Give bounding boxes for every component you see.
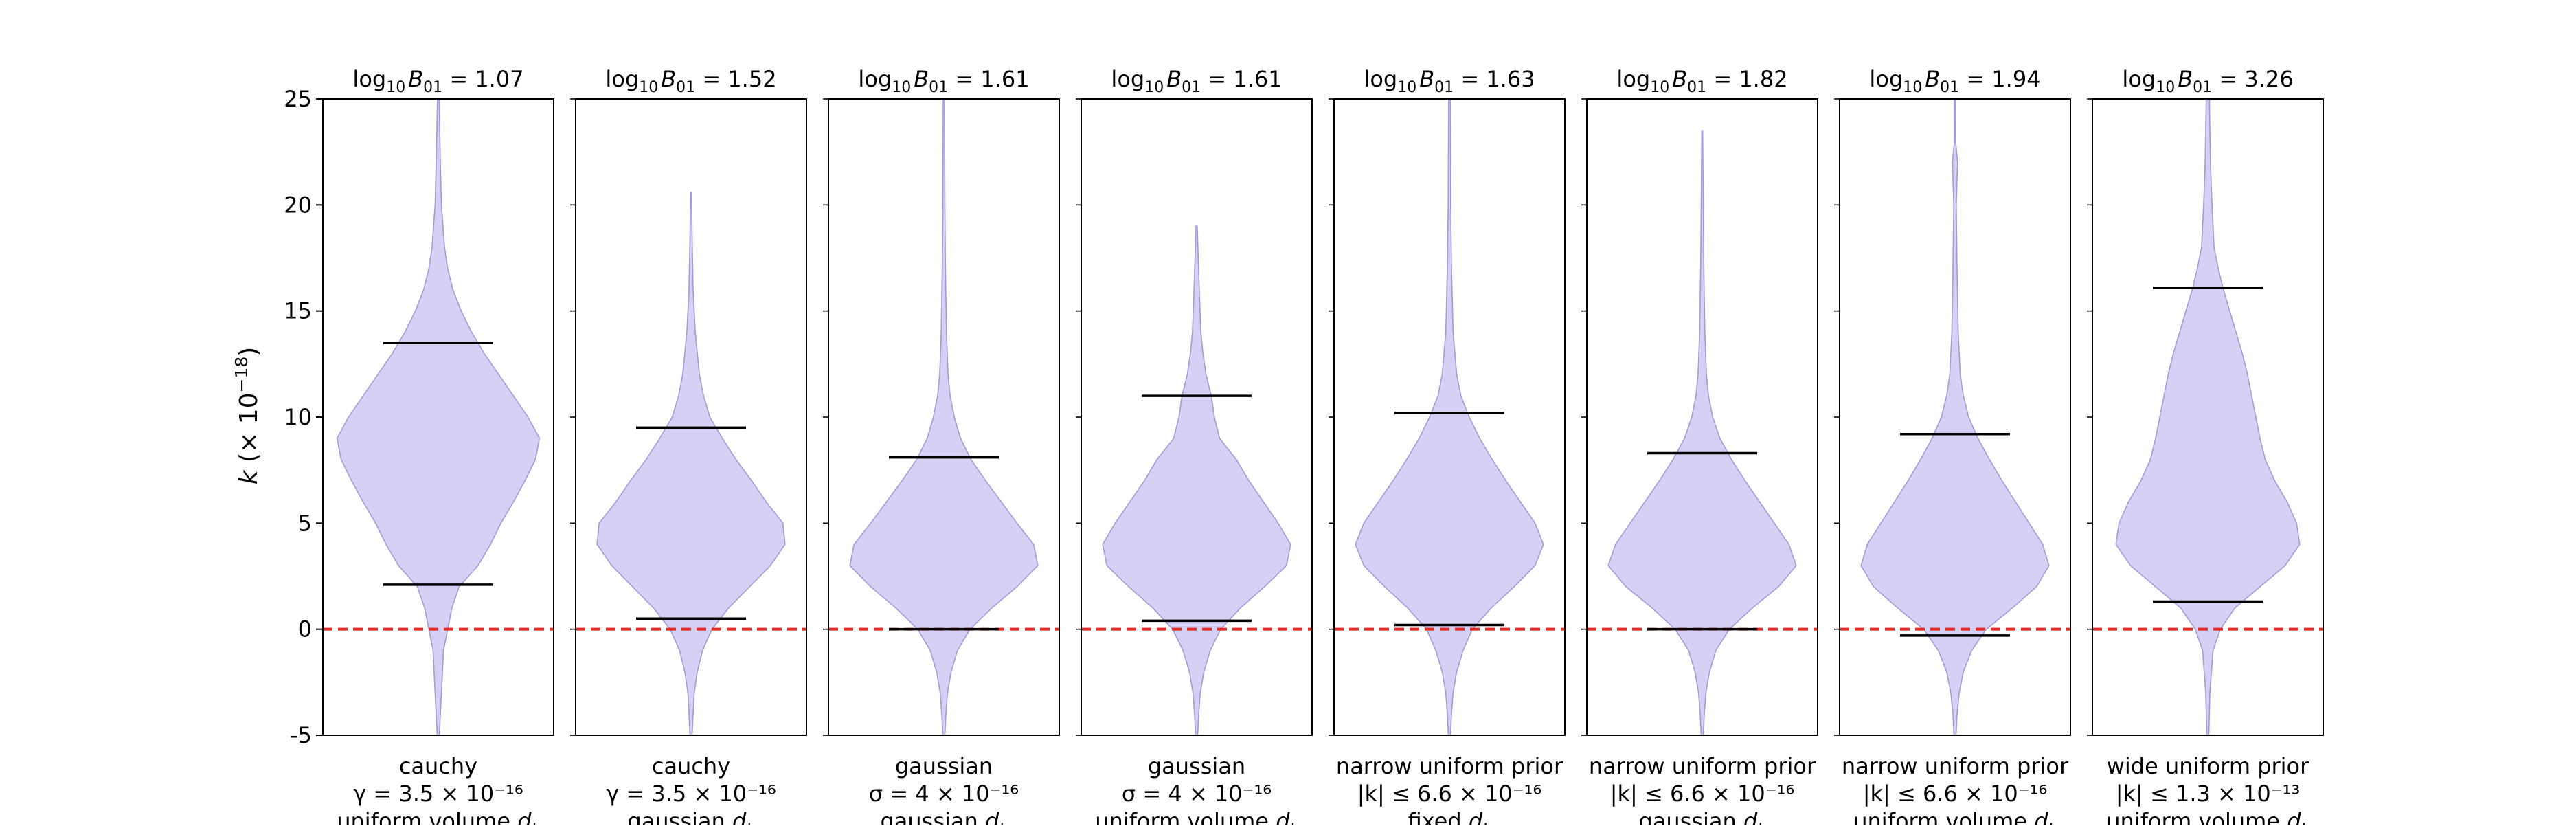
panel-frame <box>1839 98 2071 736</box>
panel-title: log10 B01 = 1.94 <box>1869 66 2040 96</box>
violin-body <box>849 98 1039 736</box>
panel-xlabel-line: σ = 4 × 10⁻¹⁶ <box>1122 781 1272 807</box>
panel-xlabel-line: γ = 3.5 × 10⁻¹⁶ <box>353 781 523 807</box>
panel-title: log10 B01 = 1.61 <box>858 66 1029 96</box>
panel-xlabel-line: |k| ≤ 1.3 × 10⁻¹³ <box>2116 781 2301 807</box>
panel-xlabel-line: γ = 3.5 × 10⁻¹⁶ <box>606 781 776 807</box>
y-tick-label: 0 <box>298 616 312 642</box>
panel-frame <box>1081 98 1313 736</box>
panel-xlabel-line: uniform volume dL <box>1853 808 2057 825</box>
y-tick-label: 20 <box>284 192 312 218</box>
panel-xlabel-line: wide uniform prior <box>2107 753 2309 779</box>
panel-xlabel-line: fixed dL <box>1408 808 1491 825</box>
y-tick-label: 10 <box>284 404 312 430</box>
violin-body <box>1355 98 1544 736</box>
panel-xlabel-line: uniform volume dL <box>337 808 540 825</box>
panel-xlabel-line: uniform volume dL <box>2106 808 2309 825</box>
panel-title: log10 B01 = 1.52 <box>605 66 776 96</box>
panel-xlabel-line: gaussian dL <box>627 808 754 825</box>
panel-xlabel-line: |k| ≤ 6.6 × 10⁻¹⁶ <box>1610 781 1795 807</box>
panel-xlabel-line: |k| ≤ 6.6 × 10⁻¹⁶ <box>1863 781 2048 807</box>
panel-xlabel-line: narrow uniform prior <box>1336 753 1563 779</box>
y-tick-label: 15 <box>284 298 312 324</box>
panel-frame <box>575 98 807 736</box>
panel-xlabel-line: cauchy <box>399 753 477 779</box>
violin-body <box>596 192 786 736</box>
panel-xlabel-line: gaussian <box>1148 753 1245 779</box>
panel-xlabel-line: cauchy <box>652 753 730 779</box>
panel-xlabel-line: gaussian <box>895 753 993 779</box>
panel-title: log10 B01 = 1.82 <box>1616 66 1787 96</box>
panel-frame <box>1333 98 1566 736</box>
violin-body <box>1607 130 1797 736</box>
panel-frame <box>1586 98 1818 736</box>
violin-body <box>1860 98 2050 736</box>
panel-xlabel-line: |k| ≤ 6.6 × 10⁻¹⁶ <box>1357 781 1542 807</box>
y-tick-label: -5 <box>290 722 312 748</box>
panel-xlabel-line: uniform volume dL <box>1095 808 1298 825</box>
panel-frame <box>828 98 1060 736</box>
panel-title: log10 B01 = 1.07 <box>352 66 523 96</box>
panel-frame <box>322 98 554 736</box>
violin-body <box>2115 98 2301 736</box>
panel-title: log10 B01 = 1.61 <box>1111 66 1282 96</box>
panel-title: log10 B01 = 1.63 <box>1364 66 1535 96</box>
panel-title: log10 B01 = 3.26 <box>2122 66 2293 96</box>
panel-frame <box>2092 98 2324 736</box>
panel-xlabel-line: narrow uniform prior <box>1842 753 2069 779</box>
panel-xlabel-line: σ = 4 × 10⁻¹⁶ <box>869 781 1019 807</box>
panel-xlabel-line: gaussian dL <box>1638 808 1765 825</box>
y-axis-label: k (× 10−18) <box>231 347 263 485</box>
panel-xlabel-line: gaussian dL <box>880 808 1007 825</box>
panel-xlabel-line: narrow uniform prior <box>1589 753 1816 779</box>
violin-body <box>1102 225 1291 736</box>
violin-body <box>336 98 541 736</box>
y-tick-label: 5 <box>298 510 312 536</box>
y-tick-label: 25 <box>284 86 312 112</box>
